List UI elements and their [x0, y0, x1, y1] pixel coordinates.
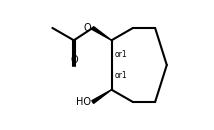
Text: O: O: [70, 55, 78, 65]
Text: HO: HO: [76, 97, 91, 107]
Text: O: O: [84, 23, 91, 33]
Polygon shape: [92, 90, 111, 103]
Text: or1: or1: [114, 50, 127, 59]
Polygon shape: [92, 27, 111, 40]
Text: or1: or1: [114, 71, 127, 80]
